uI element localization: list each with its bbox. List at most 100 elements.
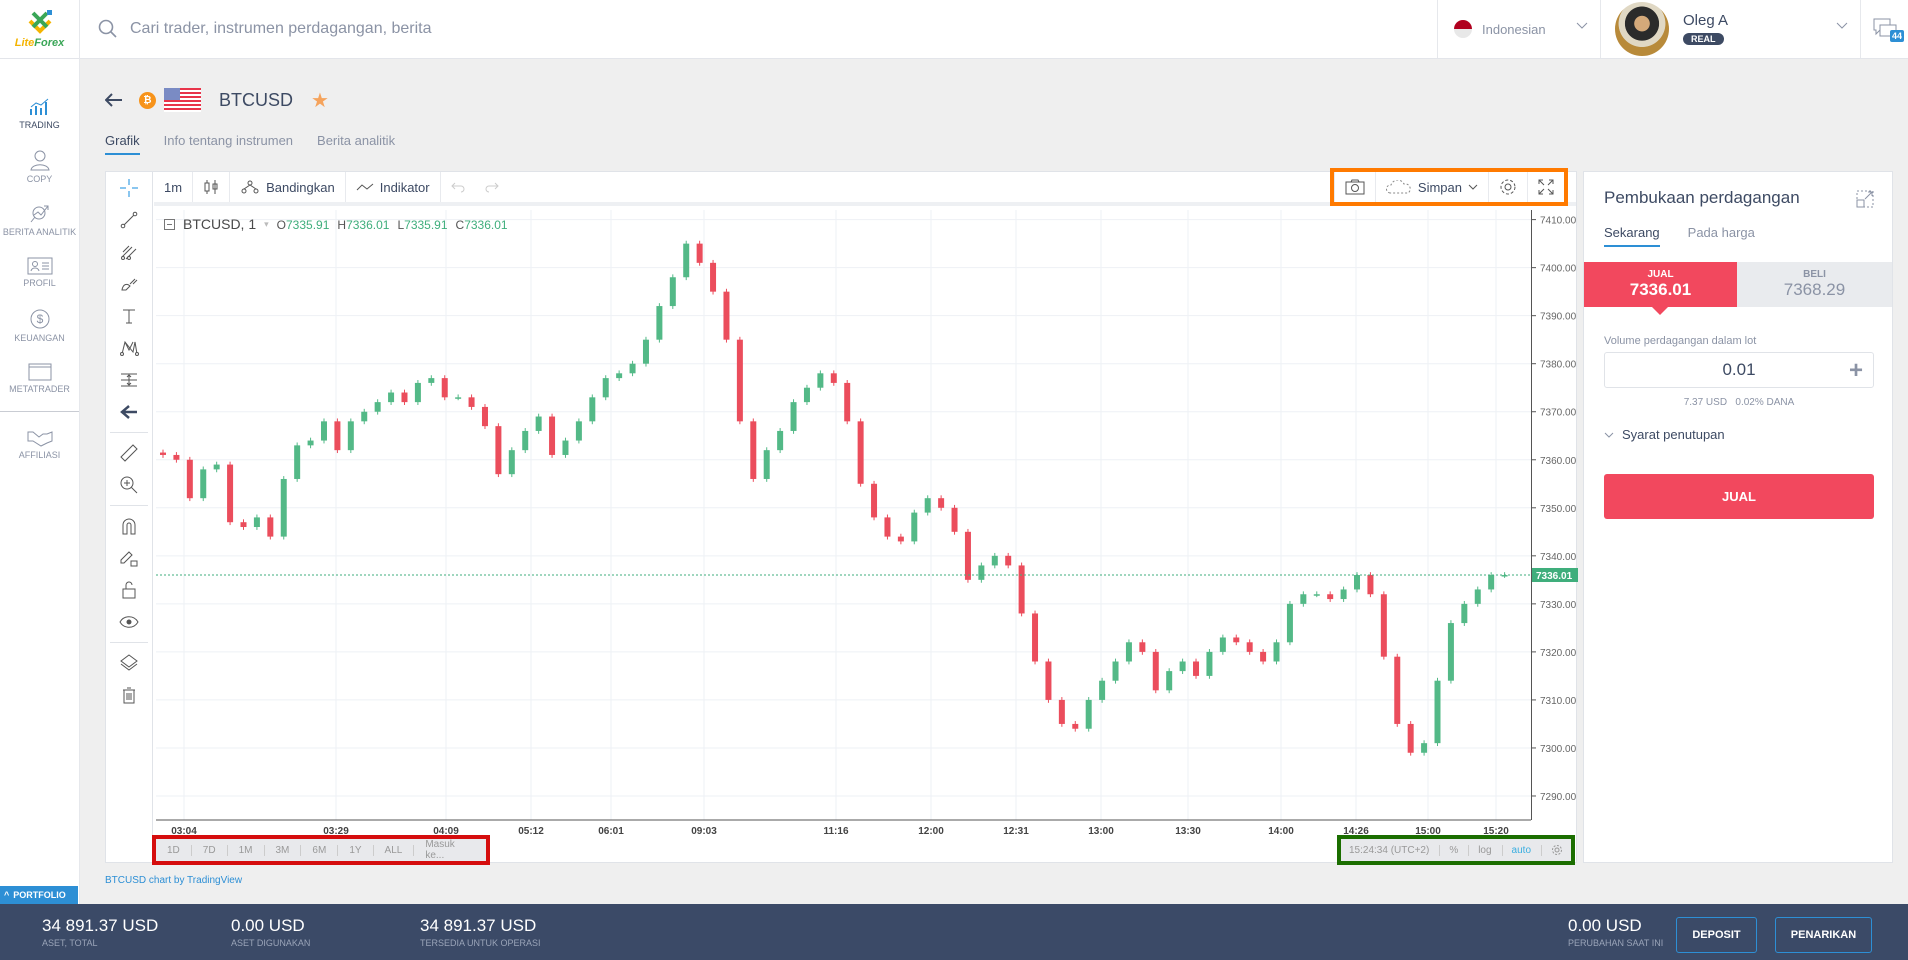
sidebar-item-trading[interactable]: TRADING bbox=[0, 87, 79, 140]
chart-type-button[interactable] bbox=[193, 172, 231, 202]
zoom-in-tool[interactable] bbox=[106, 469, 152, 501]
svg-text:7380.00: 7380.00 bbox=[1540, 360, 1577, 371]
crosshair-icon bbox=[120, 179, 138, 197]
chart-status-bar: 15:24:34 (UTC+2) % log auto bbox=[1337, 835, 1575, 865]
user-menu[interactable]: Oleg A REAL bbox=[1600, 0, 1860, 58]
svg-text:7360.00: 7360.00 bbox=[1540, 456, 1577, 467]
sell-buy-selector: JUAL 7336.01 BELI 7368.29 bbox=[1584, 262, 1892, 315]
deposit-button[interactable]: DEPOSIT bbox=[1676, 917, 1757, 953]
tab-instrument-info[interactable]: Info tentang instrumen bbox=[163, 133, 294, 148]
brush-icon bbox=[121, 278, 138, 291]
sidebar-item-analytics[interactable]: BERITA ANALITIK bbox=[0, 193, 79, 246]
total-assets-label: ASET, TOTAL bbox=[42, 938, 98, 948]
price-axis[interactable]: 7410.00 7400.00 7390.00 7380.00 7370.00 7360.… bbox=[1531, 210, 1578, 820]
sidebar-item-metatrader[interactable]: METATRADER bbox=[0, 352, 79, 405]
language-selector[interactable]: Indonesian bbox=[1437, 0, 1600, 58]
auto-scale-toggle[interactable]: auto bbox=[1512, 844, 1543, 856]
collapse-icon[interactable] bbox=[164, 218, 175, 230]
log-scale-toggle[interactable]: log bbox=[1478, 844, 1503, 856]
chevron-down-icon bbox=[1576, 22, 1588, 29]
sell-price: 7336.01 bbox=[1629, 280, 1692, 299]
gear-icon[interactable] bbox=[1551, 844, 1563, 856]
crosshair-tool[interactable] bbox=[106, 172, 152, 204]
svg-text:7410.00: 7410.00 bbox=[1540, 216, 1577, 227]
svg-text:12:31: 12:31 bbox=[1003, 826, 1029, 837]
brush-tool[interactable] bbox=[106, 268, 152, 300]
save-layout-button[interactable]: Simpan bbox=[1376, 172, 1489, 202]
camera-icon bbox=[1345, 179, 1365, 195]
favorite-star-icon[interactable]: ★ bbox=[311, 89, 329, 112]
sidebar-item-affiliate[interactable]: AFFILIASI bbox=[0, 418, 79, 471]
available-value: 34 891.37 USD bbox=[420, 916, 537, 935]
plus-icon[interactable]: + bbox=[1848, 357, 1863, 384]
unlock-tool[interactable] bbox=[106, 574, 152, 606]
sidebar-item-copy[interactable]: COPY bbox=[0, 140, 79, 193]
compare-button[interactable]: Bandingkan bbox=[230, 172, 346, 202]
go-to-date[interactable]: Masuk ke... bbox=[425, 839, 455, 861]
search-input[interactable] bbox=[130, 20, 730, 38]
chevron-down-icon bbox=[1836, 22, 1848, 29]
analytics-icon bbox=[30, 205, 48, 223]
sidebar-item-finance[interactable]: $ KEUANGAN bbox=[0, 299, 79, 352]
range-1y[interactable]: 1Y bbox=[338, 844, 374, 856]
range-3m[interactable]: 3M bbox=[265, 844, 302, 856]
tradingview-credit-link[interactable]: BTCUSD chart by TradingView bbox=[105, 875, 243, 886]
text-tool[interactable] bbox=[106, 300, 152, 332]
sell-submit-button[interactable]: JUAL bbox=[1604, 474, 1874, 519]
svg-text:7350.00: 7350.00 bbox=[1540, 504, 1577, 515]
tab-pending-price[interactable]: Pada harga bbox=[1687, 225, 1755, 240]
withdraw-button[interactable]: PENARIKAN bbox=[1775, 917, 1872, 953]
magnet-tool[interactable] bbox=[106, 510, 152, 542]
back-arrow-icon[interactable] bbox=[105, 93, 123, 107]
interval-button[interactable]: 1m bbox=[154, 172, 194, 202]
volume-input[interactable]: 0.01 + bbox=[1604, 352, 1874, 388]
pitchfork-tool[interactable] bbox=[106, 236, 152, 268]
message-count-badge: 44 bbox=[1889, 30, 1904, 42]
trendline-tool[interactable] bbox=[106, 204, 152, 236]
tab-market-now[interactable]: Sekarang bbox=[1604, 225, 1660, 247]
expand-icon[interactable] bbox=[1856, 190, 1874, 208]
range-6m[interactable]: 6M bbox=[301, 844, 339, 856]
compare-icon bbox=[241, 180, 259, 194]
pitchfork-icon bbox=[121, 245, 137, 260]
range-7d[interactable]: 7D bbox=[192, 844, 228, 856]
tab-analytics-news[interactable]: Berita analitik bbox=[317, 133, 396, 148]
candlestick-chart[interactable]: 03:04 03:29 04:09 05:12 06:01 09:03 11:16 12:00… bbox=[156, 210, 1531, 840]
legend-dropdown-icon[interactable]: ▾ bbox=[264, 218, 269, 229]
measure-tool[interactable] bbox=[106, 437, 152, 469]
sidebar-item-profile[interactable]: PROFIL bbox=[0, 246, 79, 299]
back-tool[interactable] bbox=[106, 396, 152, 428]
screenshot-button[interactable] bbox=[1333, 172, 1376, 202]
range-1m[interactable]: 1M bbox=[228, 844, 265, 856]
range-1d[interactable]: 1D bbox=[156, 844, 192, 856]
pattern-tool[interactable] bbox=[106, 332, 152, 364]
redo-button[interactable] bbox=[475, 172, 509, 202]
lock-drawings-tool[interactable] bbox=[106, 542, 152, 574]
current-change: 0.00 USD PERUBAHAN SAAT INI bbox=[1568, 916, 1663, 948]
sell-option[interactable]: JUAL 7336.01 bbox=[1584, 262, 1737, 315]
undo-button[interactable] bbox=[441, 172, 475, 202]
indicators-button[interactable]: Indikator bbox=[346, 172, 441, 202]
percent-scale-toggle[interactable]: % bbox=[1449, 844, 1470, 856]
chart-icon bbox=[29, 98, 48, 115]
closing-conditions-toggle[interactable]: Syarat penutupan bbox=[1604, 427, 1725, 442]
portfolio-toggle[interactable]: ^ PORTFOLIO bbox=[0, 886, 78, 904]
svg-text:7370.00: 7370.00 bbox=[1540, 408, 1577, 419]
messages-button[interactable]: 44 bbox=[1860, 0, 1908, 58]
buy-option[interactable]: BELI 7368.29 bbox=[1737, 262, 1892, 307]
delete-tool[interactable] bbox=[106, 679, 152, 711]
price-chart[interactable]: 03:04 03:29 04:09 05:12 06:01 09:03 11:16 12:00… bbox=[156, 210, 1531, 837]
fullscreen-button[interactable] bbox=[1528, 172, 1564, 202]
layers-tool[interactable] bbox=[106, 647, 152, 679]
range-all[interactable]: ALL bbox=[374, 844, 415, 856]
visibility-tool[interactable] bbox=[106, 606, 152, 638]
chart-settings-button[interactable] bbox=[1489, 172, 1528, 202]
svg-text:7310.00: 7310.00 bbox=[1540, 696, 1577, 707]
svg-text:03:29: 03:29 bbox=[323, 826, 349, 837]
logo[interactable]: LiteForex bbox=[0, 0, 80, 59]
pattern-icon bbox=[120, 340, 139, 356]
tab-chart[interactable]: Grafik bbox=[105, 133, 140, 155]
trendline-icon bbox=[120, 211, 138, 229]
change-label: PERUBAHAN SAAT INI bbox=[1568, 938, 1664, 948]
prediction-tool[interactable] bbox=[106, 364, 152, 396]
